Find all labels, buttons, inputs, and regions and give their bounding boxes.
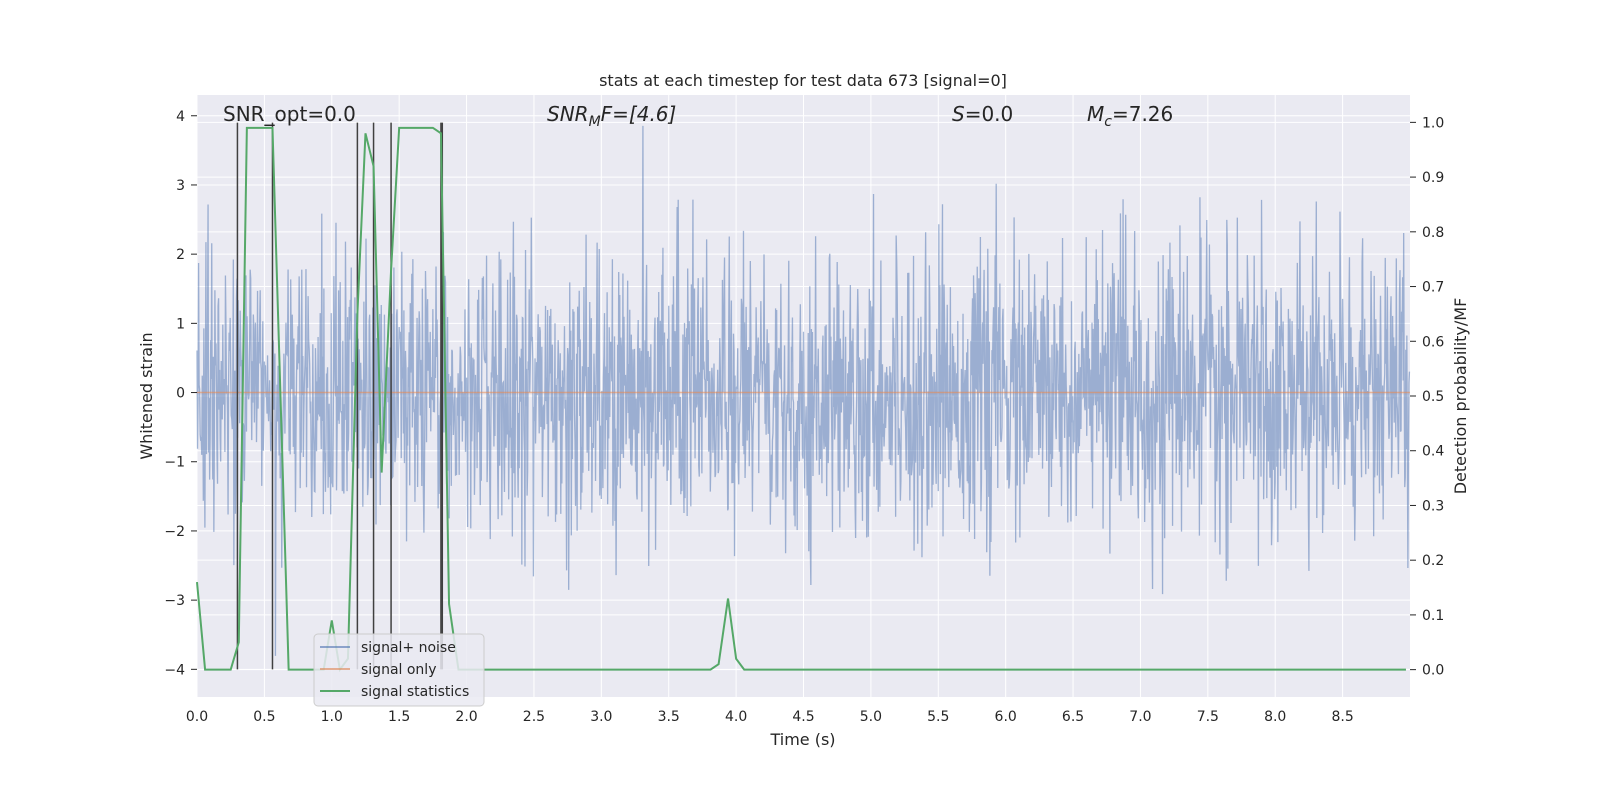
y-tick-label-right: 0.6 [1422,334,1444,350]
y-tick-label-left: −1 [164,455,185,471]
x-tick-label: 0.5 [253,709,275,725]
y-tick-label-left: 1 [176,316,185,332]
y-axis-right-label: Detection probability/MF [1451,298,1470,495]
x-tick-label: 4.0 [725,709,747,725]
y-tick-label-left: 0 [176,386,185,402]
y-tick-label-right: 0.8 [1422,225,1444,241]
y-tick-label-left: 2 [176,247,185,263]
y-tick-label-right: 1.0 [1422,115,1444,131]
y-tick-label-right: 0.4 [1422,444,1444,460]
x-tick-label: 8.0 [1264,709,1286,725]
x-tick-label: 1.0 [321,709,343,725]
legend-label-noise: signal+ noise [361,640,456,656]
chart-title: stats at each timestep for test data 673… [599,71,1007,90]
y-tick-label-right: 0.2 [1422,553,1444,569]
y-tick-label-right: 0.9 [1422,170,1444,186]
y-tick-label-left: −4 [164,662,185,678]
x-tick-label: 8.5 [1331,709,1353,725]
y-tick-label-left: 4 [176,109,185,125]
x-tick-label: 5.0 [860,709,882,725]
tick-labels: 0.0 0.5 1.0 1.5 2.0 2.5 3.0 3.5 4.0 4.5 5.0 5.5 6.0 6… [164,109,1444,725]
annotation-snr-opt: SNR_opt=0.0 [223,102,356,126]
x-tick-label: 7.0 [1129,709,1151,725]
x-tick-label: 4.5 [792,709,814,725]
legend-box [313,633,485,707]
x-axis-label: Time (s) [769,730,835,749]
annotation-mc: Mc=7.26 [1087,102,1173,130]
x-tick-label: 1.5 [388,709,410,725]
x-tick-label: 3.0 [590,709,612,725]
x-tick-label: 5.5 [927,709,949,725]
y-tick-label-right: 0.5 [1422,389,1444,405]
signal-statistics-line [196,126,1406,673]
x-tick-label: 6.0 [995,709,1017,725]
x-tick-label: 6.5 [1062,709,1084,725]
y-tick-label-right: 0.0 [1422,663,1444,679]
legend-label-stats: signal statistics [361,684,469,700]
x-tick-label: 7.5 [1197,709,1219,725]
y-axis-left-label: Whitened strain [137,332,156,459]
legend: signal+ noise signal only signal statist… [313,633,485,707]
x-tick-label: 2.0 [455,709,477,725]
x-tick-label: 0.0 [186,709,208,725]
signal-statistics-series [196,126,1406,673]
x-tick-label: 2.5 [523,709,545,725]
signal-noise-series [196,125,1411,656]
annotation-s: S=0.0 [952,102,1013,126]
legend-label-signal: signal only [361,662,436,678]
y-tick-label-left: 3 [176,178,185,194]
signal-noise-line [196,125,1411,656]
vertical-markers [236,122,444,670]
annotation-snr-mf: SNRMF=[4.6] [547,102,676,130]
y-tick-label-right: 0.1 [1422,608,1444,624]
y-tick-label-right: 0.7 [1422,280,1444,296]
y-tick-label-right: 0.3 [1422,498,1444,514]
y-tick-label-left: −2 [164,524,185,540]
y-tick-label-left: −3 [164,593,185,609]
x-tick-label: 3.5 [658,709,680,725]
